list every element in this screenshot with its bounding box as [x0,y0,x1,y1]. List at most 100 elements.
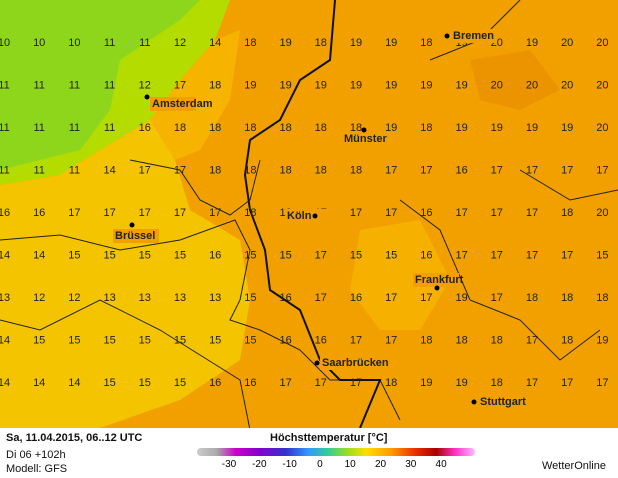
grid-value: 14 [0,377,10,389]
city-dot [314,360,320,366]
grid-value: 18 [350,164,362,176]
grid-value: 18 [420,334,432,346]
city-dot [434,285,440,291]
grid-value: 16 [279,292,291,304]
grid-value: 18 [385,377,397,389]
scale-label: 30 [405,459,417,470]
grid-value: 17 [209,207,221,219]
city-label: Stuttgart [480,396,526,408]
grid-value: 15 [139,377,151,389]
city-label-bg [413,273,459,287]
grid-value: 17 [350,334,362,346]
border [129,159,261,216]
grid-value: 11 [104,122,115,134]
grid-value: 11 [69,79,80,91]
grid-value: 17 [350,207,362,219]
city-dot [312,213,318,219]
grid-value: 16 [455,164,467,176]
grid-value: 18 [315,37,327,49]
grid-value: 14 [103,164,115,176]
grid-value: 17 [526,377,538,389]
grid-value: 13 [209,292,221,304]
grid-value: 17 [350,377,362,389]
zone-dark-orange [470,50,560,110]
border [0,299,251,428]
grid-value: 15 [103,334,115,346]
grid-value: 20 [596,79,608,91]
grid-value: 19 [350,37,362,49]
grid-value: 17 [526,207,538,219]
grid-value: 17 [526,334,538,346]
grid-value: 19 [526,122,538,134]
grid-value: 19 [455,377,467,389]
city-label-bg [320,356,388,370]
grid-value: 10 [33,37,45,49]
grid-value: 15 [33,334,45,346]
grid-value: 19 [491,122,503,134]
city-label-bg [285,209,331,223]
grid-value: 15 [139,249,151,261]
legend-title: Höchsttemperatur [°C] [270,432,388,444]
grid-value: 17 [385,334,397,346]
grid-value: 18 [420,37,432,49]
city-dot [144,94,150,100]
grid-value: 18 [315,164,327,176]
zone-light-orange [350,220,450,330]
zone-yellow [0,120,250,428]
grid-value: 20 [596,37,608,49]
grid-value: 15 [350,249,362,261]
grid-value: 18 [561,207,573,219]
grid-value: 13 [139,292,151,304]
grid-value: 16 [209,377,221,389]
city-label: Amsterdam [152,98,213,110]
grid-value: 13 [174,292,186,304]
grid-value: 17 [139,164,151,176]
grid-value: 15 [103,377,115,389]
grid-value: 18 [596,292,608,304]
city-dot [361,127,367,133]
grid-value: 19 [526,37,538,49]
grid-value: 17 [491,249,503,261]
grid-value: 19 [279,37,291,49]
scale-label: 40 [435,459,447,470]
grid-value: 18 [174,122,186,134]
grid-value: 18 [244,164,256,176]
grid-value: 10 [0,37,10,49]
grid-value: 17 [279,377,291,389]
city-label: Köln [287,210,312,222]
grid-value: 17 [174,79,186,91]
city-label-bg [150,97,196,111]
city-label: Frankfurt [415,274,464,286]
grid-value: 15 [596,249,608,261]
grid-value: 19 [420,377,432,389]
grid-value: 20 [596,207,608,219]
grid-value: 16 [33,207,45,219]
grid-value: 15 [174,249,186,261]
grid-value: 17 [455,207,467,219]
grid-value: 20 [491,79,503,91]
grid-value: 19 [350,79,362,91]
grid-value: 16 [0,207,10,219]
scale-label: -20 [252,459,267,470]
grid-value: 11 [139,37,150,49]
grid-value: 18 [209,79,221,91]
map: 10 10 10 11 11 12 14 18 19 18 19 19 18 19 20 19 20 20 11 11… [0,0,618,428]
grid-value: 15 [103,249,115,261]
border [0,219,401,421]
grid-value: 17 [385,292,397,304]
zone-green [0,0,200,170]
city-label: Brüssel [115,230,155,242]
grid-value: 11 [0,122,10,134]
grid-value: 17 [139,207,151,219]
grid-value: 18 [244,207,256,219]
grid-value: 11 [33,122,44,134]
country-border [243,0,382,428]
grid-value: 14 [33,377,45,389]
grid-value: 15 [174,377,186,389]
grid-value: 18 [455,334,467,346]
grid-value: 16 [279,334,291,346]
grid-value: 19 [455,292,467,304]
grid-value: 17 [315,377,327,389]
grid-value: 18 [244,122,256,134]
